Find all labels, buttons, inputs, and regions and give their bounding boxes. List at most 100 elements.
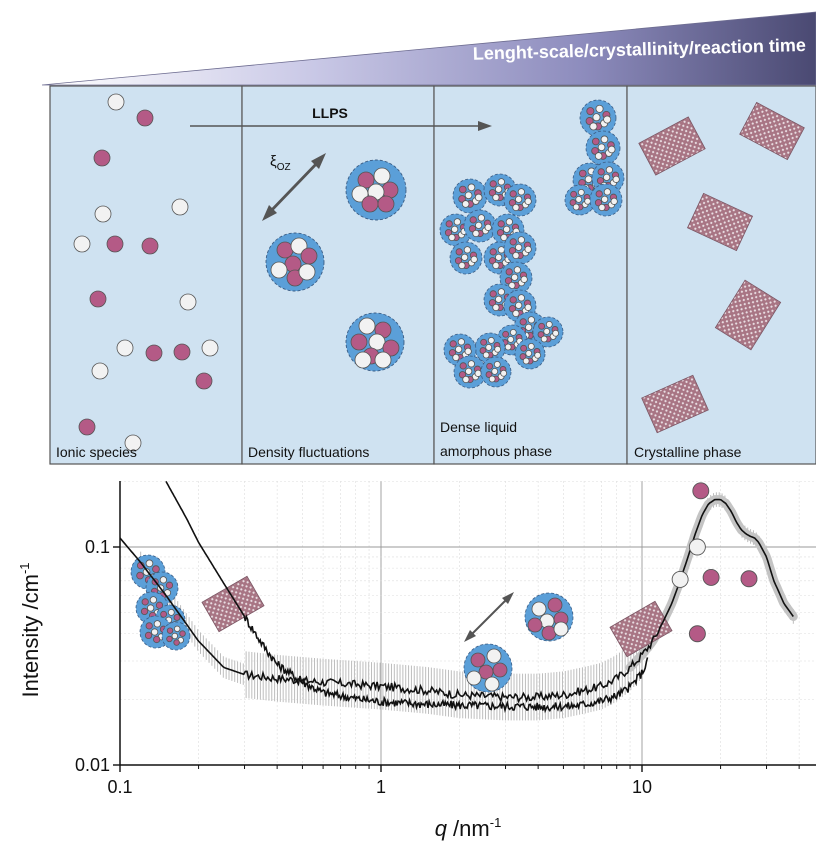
white-ion <box>497 178 505 186</box>
pink-ion <box>166 627 174 634</box>
pink-ion <box>155 601 164 609</box>
white-ion <box>467 183 476 192</box>
white-ion <box>513 266 521 274</box>
white-ion <box>351 185 369 203</box>
white-ion <box>107 93 125 111</box>
pink-ion <box>509 296 517 304</box>
x-tick-label: 1 <box>376 777 386 797</box>
crystal <box>638 116 706 176</box>
inset-arrow-head <box>464 630 476 642</box>
white-ion <box>463 246 471 254</box>
pink-ion <box>502 330 510 338</box>
pink-ion <box>505 268 513 276</box>
pink-ion <box>508 199 517 207</box>
white-ion <box>466 670 482 686</box>
pink-ion <box>381 181 399 199</box>
pink-ion <box>508 305 517 313</box>
scatter-point <box>688 625 706 643</box>
pink-ion <box>478 664 494 680</box>
white-ion <box>467 360 475 368</box>
white-ion <box>173 625 181 633</box>
white-ion <box>515 195 523 203</box>
pink-ion <box>492 662 508 678</box>
llps-arrow: LLPS <box>190 105 492 131</box>
pink-ion <box>106 235 124 253</box>
dense-blob <box>564 184 596 216</box>
white-ion <box>584 175 593 184</box>
white-ion <box>503 225 511 233</box>
white-ion <box>500 369 508 377</box>
pink-ion <box>445 220 453 228</box>
white-ion <box>179 293 197 311</box>
dense-blob <box>514 338 546 370</box>
white-ion <box>601 195 609 203</box>
pink-ion <box>497 220 505 228</box>
white-ion <box>512 309 520 318</box>
white-ion <box>472 229 480 238</box>
pink-ion <box>504 277 513 285</box>
white-ion <box>545 320 553 328</box>
dense-blob <box>585 130 621 166</box>
white-ion <box>517 236 525 244</box>
pink-ion <box>595 190 603 198</box>
pink-ion <box>496 229 505 237</box>
white-ion <box>603 173 611 181</box>
dense-blob <box>449 241 483 275</box>
pink-ion <box>455 248 463 256</box>
banner-wedge <box>41 11 816 86</box>
white-ion <box>461 200 470 208</box>
x-tick-label: 10 <box>632 777 652 797</box>
white-ion <box>540 335 548 343</box>
dense-blob <box>453 355 487 389</box>
pink-ion <box>594 199 603 207</box>
pink-ion <box>145 622 153 630</box>
white-ion <box>592 113 601 122</box>
inset-blob <box>161 621 191 651</box>
pink-ion <box>489 248 497 256</box>
white-ion <box>507 335 515 343</box>
ion-cluster <box>265 232 325 292</box>
white-ion <box>486 648 502 664</box>
pink-ion <box>596 177 605 185</box>
pink-ion <box>276 241 294 259</box>
white-ion <box>577 188 585 196</box>
dense-blob <box>463 209 497 243</box>
inset-crystal <box>201 575 265 633</box>
dense-blob <box>503 231 537 265</box>
pink-ion <box>166 635 173 643</box>
dense-blob <box>452 178 488 214</box>
white-ion <box>500 233 508 242</box>
white-ion <box>492 303 500 312</box>
pink-ion <box>468 225 477 233</box>
dense-blob <box>503 183 537 217</box>
pink-ion <box>140 607 149 616</box>
white-ion <box>527 342 535 350</box>
dense-blob <box>579 99 617 137</box>
pink-ion <box>569 199 577 206</box>
white-ion <box>607 145 616 154</box>
dense-blob <box>532 316 564 348</box>
white-ion <box>485 343 493 351</box>
white-ion <box>511 273 519 281</box>
white-ion <box>543 327 551 335</box>
pink-ion <box>488 189 497 197</box>
white-ion <box>495 185 503 193</box>
pink-ion <box>586 107 595 116</box>
pink-ion <box>195 372 213 390</box>
white-ion <box>517 188 525 196</box>
scatter-point <box>702 568 720 586</box>
white-ion <box>167 608 175 616</box>
dense-blob <box>474 332 506 364</box>
label-density-fluctuations: Density fluctuations <box>248 444 369 460</box>
pink-ion <box>489 180 497 188</box>
white-ion <box>534 351 542 359</box>
white-ion <box>149 596 157 604</box>
y-tick-label: 0.1 <box>85 537 110 557</box>
white-ion <box>491 367 499 375</box>
pink-ion <box>459 362 467 370</box>
panel-labels: Ionic species Density fluctuations Dense… <box>56 419 742 460</box>
pink-ion <box>591 137 600 146</box>
white-ion <box>91 362 109 380</box>
crystal <box>641 374 709 434</box>
pink-ion <box>145 344 163 362</box>
